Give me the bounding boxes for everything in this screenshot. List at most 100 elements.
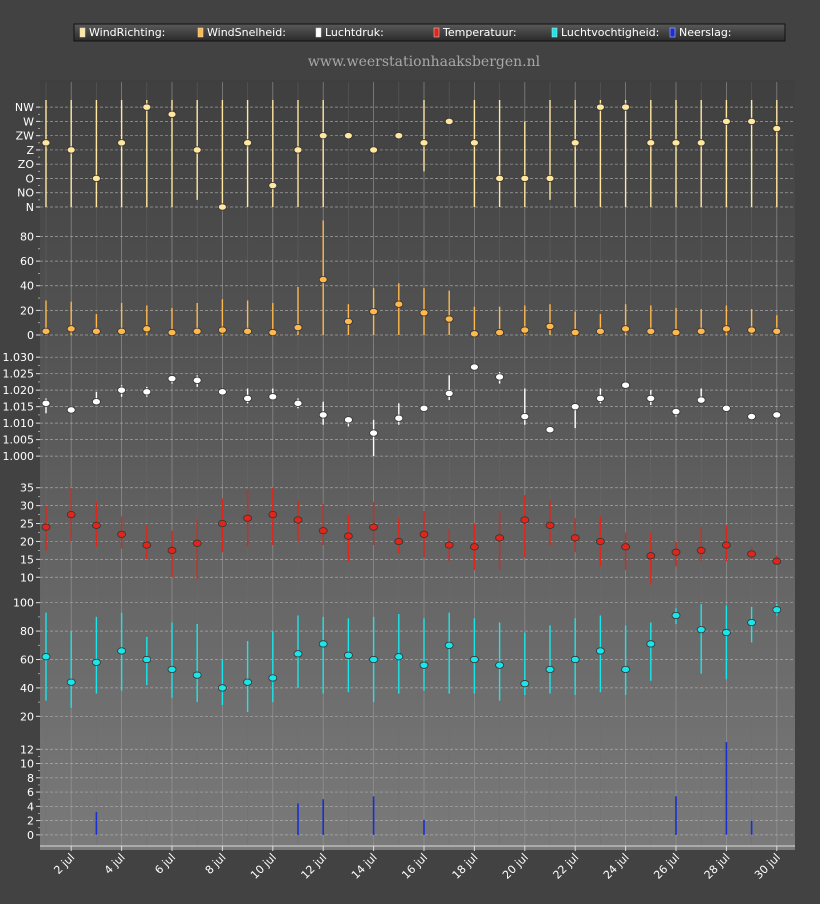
temperatuur-point bbox=[142, 541, 152, 549]
luchtvochtigheid-point bbox=[192, 671, 202, 679]
temperatuur-point bbox=[268, 510, 278, 519]
legend-label: Temperatuur: bbox=[442, 26, 517, 39]
luchtdruk-point bbox=[117, 386, 126, 394]
windsnelheid-point bbox=[772, 327, 782, 335]
luchtdruk-point bbox=[66, 406, 76, 414]
windrichting-point bbox=[722, 117, 731, 126]
y-tick-label-temperatuur: 30 bbox=[20, 500, 34, 513]
luchtvochtigheid-point bbox=[369, 655, 379, 664]
windsnelheid-point bbox=[66, 325, 76, 333]
windrichting-point bbox=[167, 110, 177, 118]
luchtdruk-point bbox=[293, 399, 303, 407]
y-tick-label-windrichting: ZO bbox=[18, 158, 35, 171]
windrichting-point bbox=[142, 103, 152, 111]
temperatuur-point bbox=[92, 521, 101, 529]
luchtvochtigheid-point bbox=[671, 611, 681, 620]
luchtvochtigheid-point bbox=[343, 651, 353, 659]
y-tick-label-luchtvochtigheid: 100 bbox=[13, 597, 34, 610]
luchtdruk-point bbox=[747, 412, 756, 421]
windsnelheid-point bbox=[268, 328, 278, 337]
luchtdruk-point bbox=[394, 414, 404, 422]
y-tick-label-luchtdruk: 1.000 bbox=[3, 450, 35, 463]
luchtdruk-point bbox=[570, 403, 580, 411]
temperatuur-point bbox=[167, 546, 177, 555]
y-tick-label-luchtdruk: 1.015 bbox=[3, 401, 35, 414]
temperatuur-point bbox=[419, 530, 429, 538]
y-tick-label-windrichting: N bbox=[26, 201, 34, 214]
luchtvochtigheid-point bbox=[217, 684, 227, 692]
y-tick-label-neerslag: 10 bbox=[20, 758, 34, 771]
luchtvochtigheid-point bbox=[596, 647, 605, 655]
temperatuur-point bbox=[520, 516, 530, 524]
luchtvochtigheid-point bbox=[570, 655, 580, 664]
windrichting-point bbox=[394, 132, 404, 140]
windsnelheid-point bbox=[142, 325, 152, 333]
y-tick-label-temperatuur: 25 bbox=[20, 518, 34, 531]
legend-label: Neerslag: bbox=[679, 26, 732, 39]
windrichting-point bbox=[646, 139, 656, 147]
plot-background bbox=[40, 80, 795, 850]
luchtdruk-point bbox=[41, 399, 51, 407]
windsnelheid-point bbox=[696, 327, 706, 335]
luchtvochtigheid-point bbox=[520, 680, 530, 688]
luchtdruk-point bbox=[243, 394, 253, 403]
legend-swatch bbox=[433, 27, 440, 38]
luchtvochtigheid-point bbox=[142, 655, 152, 664]
watermark: www.weerstationhaaksbergen.nl bbox=[308, 54, 541, 70]
luchtvochtigheid-point bbox=[117, 647, 126, 655]
legend-entry: Luchtdruk: bbox=[315, 26, 384, 39]
temperatuur-point bbox=[444, 541, 454, 549]
y-tick-label-temperatuur: 10 bbox=[20, 571, 34, 584]
luchtdruk-point bbox=[92, 398, 101, 406]
y-tick-label-windrichting: Z bbox=[26, 144, 34, 157]
luchtvochtigheid-point bbox=[394, 653, 404, 661]
windsnelheid-point bbox=[369, 307, 379, 316]
windsnelheid-point bbox=[192, 327, 202, 335]
windsnelheid-point bbox=[495, 328, 505, 337]
y-tick-label-neerslag: 0 bbox=[27, 829, 34, 842]
temperatuur-point bbox=[117, 530, 126, 538]
windrichting-point bbox=[596, 103, 605, 111]
windsnelheid-point bbox=[520, 326, 530, 334]
luchtdruk-point bbox=[469, 363, 479, 371]
windrichting-point bbox=[419, 139, 429, 147]
y-tick-label-luchtvochtigheid: 80 bbox=[20, 625, 34, 638]
windsnelheid-point bbox=[41, 327, 51, 335]
windsnelheid-point bbox=[671, 328, 681, 337]
windrichting-point bbox=[495, 174, 505, 183]
y-tick-label-luchtdruk: 1.020 bbox=[3, 384, 35, 397]
y-tick-label-luchtdruk: 1.010 bbox=[3, 417, 35, 430]
windsnelheid-point bbox=[343, 317, 353, 326]
legend-swatch bbox=[79, 27, 86, 38]
luchtvochtigheid-point bbox=[621, 665, 630, 674]
temperatuur-point bbox=[66, 510, 76, 519]
y-tick-label-luchtdruk: 1.005 bbox=[3, 434, 35, 447]
temperatuur-point bbox=[545, 521, 555, 529]
y-tick-label-windrichting: NW bbox=[15, 101, 34, 114]
luchtvochtigheid-point bbox=[696, 626, 706, 634]
legend-swatch bbox=[197, 27, 204, 38]
y-tick-label-temperatuur: 15 bbox=[20, 553, 34, 566]
windsnelheid-point bbox=[419, 309, 429, 317]
luchtdruk-point bbox=[167, 375, 177, 383]
luchtdruk-point bbox=[671, 407, 681, 416]
windrichting-point bbox=[369, 146, 379, 154]
temperatuur-point bbox=[596, 537, 605, 546]
windrichting-point bbox=[520, 174, 530, 183]
windsnelheid-point bbox=[394, 300, 404, 308]
windsnelheid-point bbox=[293, 324, 303, 332]
y-tick-label-luchtvochtigheid: 20 bbox=[20, 710, 34, 723]
windrichting-point bbox=[293, 146, 303, 154]
legend-entry: WindRichting: bbox=[79, 26, 165, 39]
windsnelheid-point bbox=[167, 328, 177, 337]
temperatuur-point bbox=[671, 548, 681, 556]
y-tick-label-windrichting: ZW bbox=[16, 130, 35, 143]
temperatuur-point bbox=[696, 546, 706, 555]
luchtvochtigheid-point bbox=[318, 640, 328, 648]
windrichting-point bbox=[469, 139, 479, 147]
windrichting-point bbox=[243, 139, 253, 147]
temperatuur-point bbox=[646, 552, 656, 560]
windsnelheid-point bbox=[469, 330, 479, 338]
